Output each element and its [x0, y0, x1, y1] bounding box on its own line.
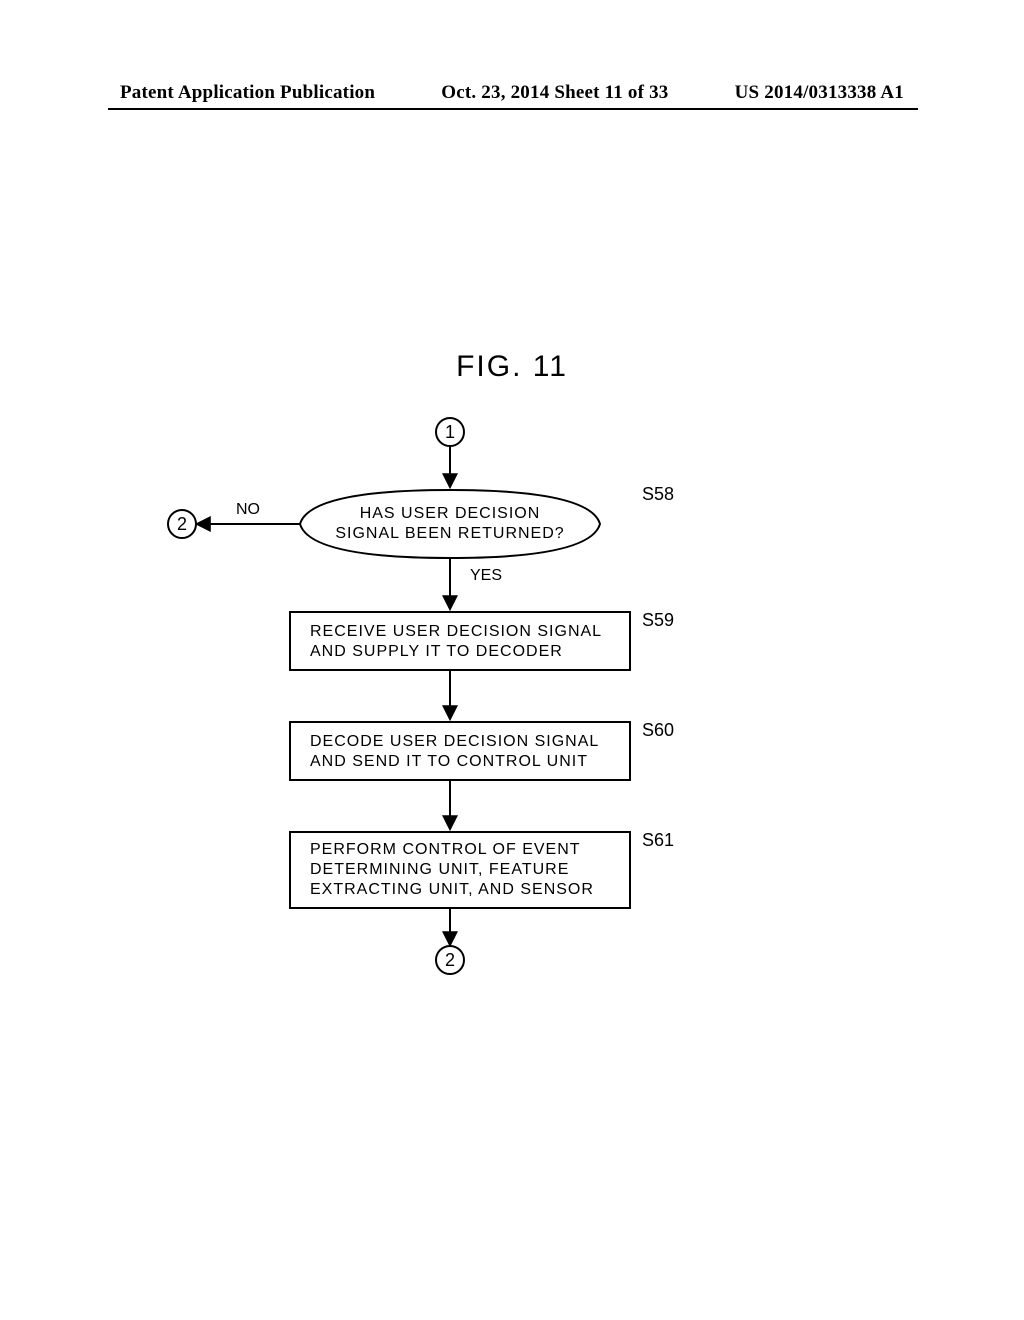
step3-text2: DETERMINING UNIT, FEATURE [310, 861, 569, 878]
no-label: NO [236, 501, 260, 518]
step2-label: S60 [642, 720, 674, 740]
connector-top-label: 1 [445, 422, 455, 442]
step1-label: S59 [642, 610, 674, 630]
step2-text2: AND SEND IT TO CONTROL UNIT [310, 753, 588, 770]
step3-text1: PERFORM CONTROL OF EVENT [310, 841, 581, 858]
step1-box [290, 612, 630, 670]
step1-text2: AND SUPPLY IT TO DECODER [310, 643, 563, 660]
page: Patent Application Publication Oct. 23, … [0, 0, 1024, 1320]
flowchart-svg: 1 HAS USER DECISION SIGNAL BEEN RETURNED… [0, 0, 1024, 1320]
step2-text1: DECODE USER DECISION SIGNAL [310, 733, 599, 750]
step2-box [290, 722, 630, 780]
decision-text2: SIGNAL BEEN RETURNED? [335, 525, 564, 542]
yes-label: YES [470, 567, 502, 584]
decision-label: S58 [642, 484, 674, 504]
decision-text1: HAS USER DECISION [360, 505, 541, 522]
decision-shape [300, 490, 600, 558]
connector-bottom-label: 2 [445, 950, 455, 970]
step3-text3: EXTRACTING UNIT, AND SENSOR [310, 881, 594, 898]
step3-label: S61 [642, 830, 674, 850]
connector-left-label: 2 [177, 514, 187, 534]
step1-text1: RECEIVE USER DECISION SIGNAL [310, 623, 602, 640]
